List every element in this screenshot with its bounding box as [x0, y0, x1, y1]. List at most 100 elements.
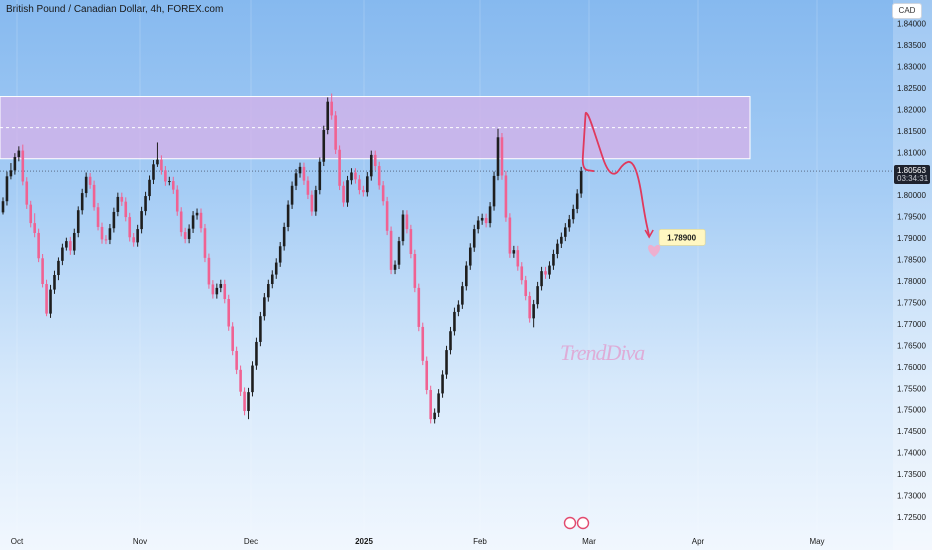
candle-body [484, 217, 488, 224]
symbol-title[interactable]: British Pound / Canadian Dollar, 4h, FOR… [6, 4, 224, 15]
candle-body [211, 284, 215, 295]
candle-body [306, 180, 310, 195]
heart-icon [648, 244, 661, 257]
candle-body [80, 193, 84, 211]
calendar-flag-icon[interactable] [576, 516, 590, 530]
candle-body [369, 154, 373, 177]
time-tick-label: Mar [582, 537, 596, 546]
candle-body [544, 271, 547, 275]
price-tick-label: 1.83500 [897, 41, 926, 50]
candle-body [326, 101, 330, 130]
flash-icon[interactable] [563, 516, 577, 530]
candle-body [140, 211, 143, 230]
candle-body [381, 185, 385, 202]
candle-body [5, 176, 9, 202]
candle-body [397, 241, 401, 265]
candle-body [195, 212, 199, 216]
candle-body [445, 350, 448, 375]
projected-price-path[interactable] [581, 111, 651, 237]
price-tick-label: 1.78500 [897, 256, 926, 265]
candle-body [302, 166, 306, 181]
price-tick-label: 1.79500 [897, 213, 926, 222]
candle-body [199, 212, 203, 229]
candle-body [298, 166, 302, 174]
candle-body [548, 265, 551, 275]
candle-body [366, 176, 369, 193]
time-tick-label: May [809, 537, 824, 546]
candle-body [560, 236, 563, 244]
candle-body [385, 201, 389, 231]
candle-body [144, 196, 147, 212]
candle-body [524, 280, 528, 297]
currency-selector[interactable]: CAD [892, 3, 922, 19]
candle-body [136, 229, 139, 243]
candle-body [49, 289, 52, 314]
candle-body [108, 228, 112, 240]
candle-body [128, 217, 132, 238]
candle-body [120, 196, 124, 202]
price-tick-label: 1.82500 [897, 84, 926, 93]
candle-body [393, 264, 397, 270]
candle-body [13, 157, 17, 171]
candle-body [17, 150, 21, 158]
candle-body [160, 159, 163, 171]
candle-body [76, 210, 80, 233]
candle-body [100, 226, 104, 240]
candle-body [480, 217, 484, 221]
candle-body [286, 204, 290, 227]
candle-body [338, 149, 341, 186]
candle-body [267, 284, 270, 298]
last-price-badge-bg [894, 165, 930, 185]
candle-body [84, 176, 88, 194]
candle-body [243, 391, 246, 412]
timeline-event-icons[interactable] [563, 516, 590, 530]
candle-body [564, 227, 567, 237]
candle-body [389, 230, 393, 270]
price-tick-label: 1.77500 [897, 298, 926, 307]
candle-body [223, 284, 227, 300]
candle-body [512, 250, 516, 254]
grid [16, 0, 818, 532]
candle-body [520, 266, 524, 281]
candle-body [41, 258, 44, 285]
candle-body [437, 393, 440, 413]
candle-body [69, 241, 72, 251]
candle-body [472, 229, 476, 248]
candle-body [504, 175, 508, 218]
candle-body [168, 181, 171, 183]
target-price-label: 1.78900 [667, 233, 696, 242]
candle-body [571, 208, 575, 220]
candle-body [219, 284, 223, 288]
candle-body [330, 101, 333, 116]
price-tick-label: 1.73000 [897, 492, 926, 501]
candle-body [9, 170, 13, 177]
time-tick-label: Dec [244, 537, 258, 546]
candle-body [457, 304, 460, 312]
candle-body [72, 232, 76, 251]
time-axis-labels: Oct Nov Dec 2025 Feb Mar Apr May [11, 537, 825, 546]
price-axis[interactable] [893, 0, 932, 550]
candle-body [179, 211, 183, 233]
candle-body [322, 129, 326, 162]
candle-body [417, 287, 421, 327]
price-tick-label: 1.72500 [897, 513, 926, 522]
candle-body [251, 365, 254, 393]
candle-body [203, 228, 207, 258]
candle-body [468, 247, 472, 266]
candle-body [528, 296, 531, 319]
candle-body [318, 161, 322, 191]
candle-body [61, 247, 64, 261]
time-tick-label: Nov [133, 537, 147, 546]
candle-body [96, 207, 100, 227]
candle-body [183, 232, 187, 239]
candle-body [516, 250, 520, 267]
target-price-badge[interactable]: 1.78900 [658, 229, 706, 246]
price-tick-label: 1.74500 [897, 427, 926, 436]
candle-body [53, 275, 56, 290]
last-price-badge: 1.80563 03:34:31 [894, 165, 930, 185]
time-tick-label: Feb [473, 537, 487, 546]
candle-body [350, 172, 353, 181]
candle-body [25, 181, 29, 205]
